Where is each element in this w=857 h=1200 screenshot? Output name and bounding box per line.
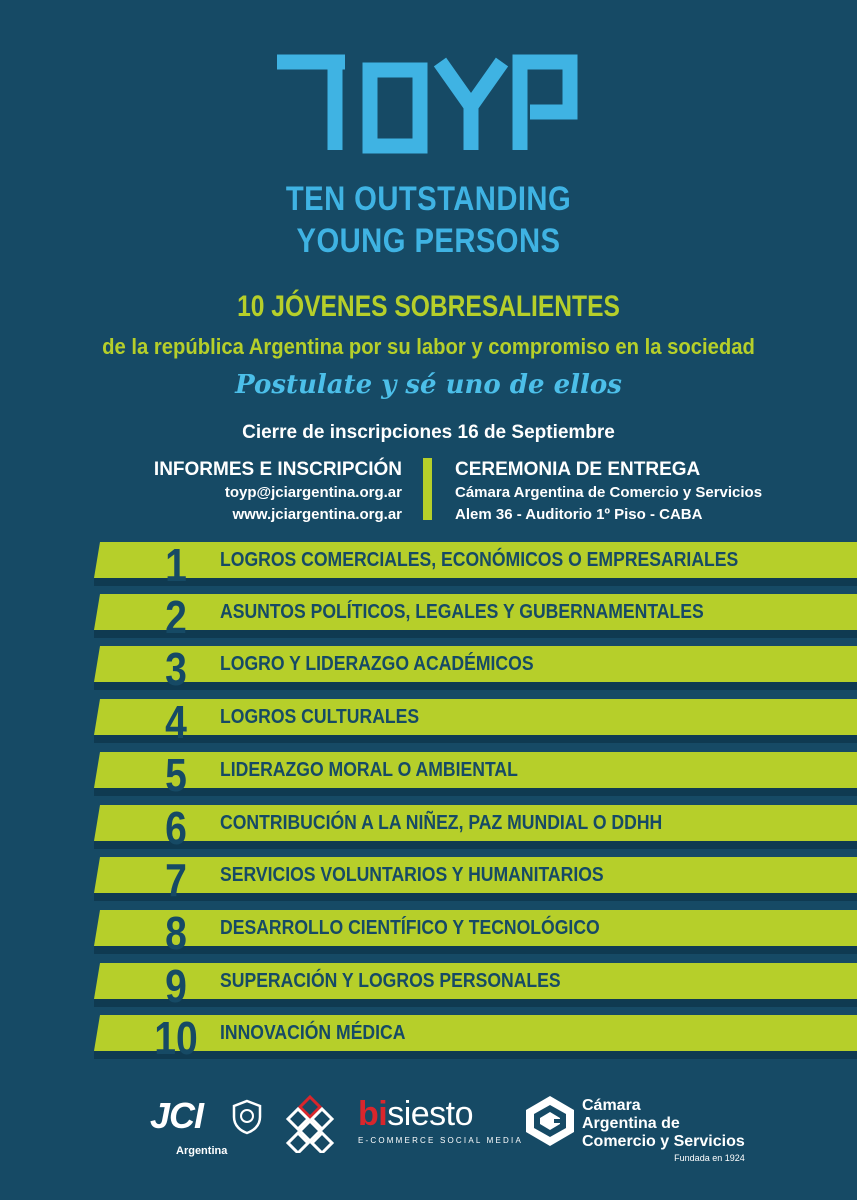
tagline: Postulate y sé uno de ellos [235, 370, 622, 400]
camara-logo-text: Cámara Argentina de Comercio y Servicios… [582, 1097, 745, 1163]
bisiesto-logo: bisiesto E-COMMERCE SOCIAL MEDIA [358, 1095, 523, 1145]
info-left-title: INFORMES E INSCRIPCIÓN [153, 459, 402, 480]
category-label: ASUNTOS POLÍTICOS, LEGALES Y GUBERNAMENT… [220, 601, 704, 623]
info-inscription: INFORMES E INSCRIPCIÓN toyp@jciargentina… [154, 458, 402, 526]
category-item-9: 9 SUPERACIÓN Y LOGROS PERSONALES [0, 960, 857, 1012]
bisiesto-prefix: bi [358, 1095, 388, 1133]
category-item-4: 4 LOGROS CULTURALES [0, 696, 857, 748]
category-number: 9 [165, 960, 187, 1012]
category-shadow [94, 999, 857, 1007]
category-shadow [94, 630, 857, 638]
category-label: LOGRO Y LIDERAZGO ACADÉMICOS [220, 653, 534, 675]
category-label: SUPERACIÓN Y LOGROS PERSONALES [220, 970, 561, 992]
camara-line-2: Argentina de [582, 1115, 680, 1132]
category-band [94, 646, 857, 682]
category-number: 7 [165, 854, 187, 906]
main-heading: 10 JÓVENES SOBRESALIENTES [237, 290, 620, 323]
camara-line-1: Cámara [582, 1097, 641, 1114]
camara-line-3: Comercio y Servicios [582, 1133, 745, 1150]
category-band [94, 963, 857, 999]
jci-logo: JCI Argentina [150, 1095, 262, 1157]
category-number: 6 [165, 802, 187, 854]
category-number: 10 [154, 1012, 198, 1064]
bisiesto-tagline: E-COMMERCE SOCIAL MEDIA [358, 1136, 523, 1145]
category-band [94, 1015, 857, 1051]
category-number: 2 [165, 591, 187, 643]
subtitle-line-1: TEN OUTSTANDING [285, 180, 572, 218]
category-shadow [94, 735, 857, 743]
info-ceremony: CEREMONIA DE ENTREGA Cámara Argentina de… [455, 458, 762, 526]
bisiesto-wordmark: bisiesto [358, 1095, 523, 1134]
category-label: CONTRIBUCIÓN A LA NIÑEZ, PAZ MUNDIAL O D… [220, 812, 663, 834]
category-item-5: 5 LIDERAZGO MORAL O AMBIENTAL [0, 749, 857, 801]
category-number: 8 [165, 907, 187, 959]
category-number: 5 [165, 749, 187, 801]
category-band [94, 699, 857, 735]
contact-email[interactable]: toyp@jciargentina.org.ar [224, 484, 402, 501]
category-label: SERVICIOS VOLUNTARIOS Y HUMANITARIOS [220, 864, 604, 886]
bisiesto-rest: siesto [387, 1095, 474, 1133]
category-band [94, 857, 857, 893]
category-band [94, 594, 857, 630]
deadline-text: Cierre de inscripciones 16 de Septiembre [242, 422, 615, 443]
subheading: de la república Argentina por su labor y… [102, 334, 755, 359]
category-item-2: 2 ASUNTOS POLÍTICOS, LEGALES Y GUBERNAME… [0, 591, 857, 643]
category-shadow [94, 788, 857, 796]
jci-subtitle: Argentina [176, 1145, 228, 1157]
sponsor-logos: JCI Argentina bisiesto E-COMMERCE SOCIAL… [0, 1085, 857, 1195]
category-band [94, 805, 857, 841]
diamond-pattern-icon [285, 1094, 335, 1153]
category-item-8: 8 DESARROLLO CIENTÍFICO Y TECNOLÓGICO [0, 907, 857, 959]
category-shadow [94, 1051, 857, 1059]
category-number: 1 [165, 539, 187, 591]
category-shadow [94, 841, 857, 849]
info-divider [423, 458, 432, 520]
category-band [94, 910, 857, 946]
category-number: 3 [165, 643, 187, 695]
jci-wordmark: JCI [150, 1095, 204, 1136]
category-item-6: 6 CONTRIBUCIÓN A LA NIÑEZ, PAZ MUNDIAL O… [0, 802, 857, 854]
category-band [94, 542, 857, 578]
category-shadow [94, 893, 857, 901]
category-shadow [94, 946, 857, 954]
contact-website[interactable]: www.jciargentina.org.ar [232, 506, 402, 523]
category-label: DESARROLLO CIENTÍFICO Y TECNOLÓGICO [220, 917, 600, 939]
category-item-7: 7 SERVICIOS VOLUNTARIOS Y HUMANITARIOS [0, 854, 857, 906]
camara-founded: Fundada en 1924 [674, 1153, 745, 1163]
toyp-logo [277, 54, 578, 154]
category-shadow [94, 578, 857, 586]
category-label: LOGROS COMERCIALES, ECONÓMICOS O EMPRESA… [220, 549, 739, 571]
ceremony-address: Alem 36 - Auditorio 1º Piso - CABA [455, 506, 703, 523]
category-band [94, 752, 857, 788]
category-item-1: 1 LOGROS COMERCIALES, ECONÓMICOS O EMPRE… [0, 539, 857, 591]
category-item-10: 10 INNOVACIÓN MÉDICA [0, 1012, 857, 1064]
category-label: INNOVACIÓN MÉDICA [220, 1022, 406, 1044]
subtitle-line-2: YOUNG PERSONS [296, 222, 561, 260]
category-shadow [94, 682, 857, 690]
category-item-3: 3 LOGRO Y LIDERAZGO ACADÉMICOS [0, 643, 857, 695]
category-label: LIDERAZGO MORAL O AMBIENTAL [220, 759, 518, 781]
category-label: LOGROS CULTURALES [220, 706, 420, 728]
category-list: 1 LOGROS COMERCIALES, ECONÓMICOS O EMPRE… [0, 539, 857, 1064]
camara-emblem-icon [526, 1096, 574, 1146]
jci-shield-icon [232, 1099, 262, 1135]
category-number: 4 [165, 696, 187, 748]
info-right-title: CEREMONIA DE ENTREGA [455, 459, 701, 480]
ceremony-venue: Cámara Argentina de Comercio y Servicios [455, 484, 763, 501]
